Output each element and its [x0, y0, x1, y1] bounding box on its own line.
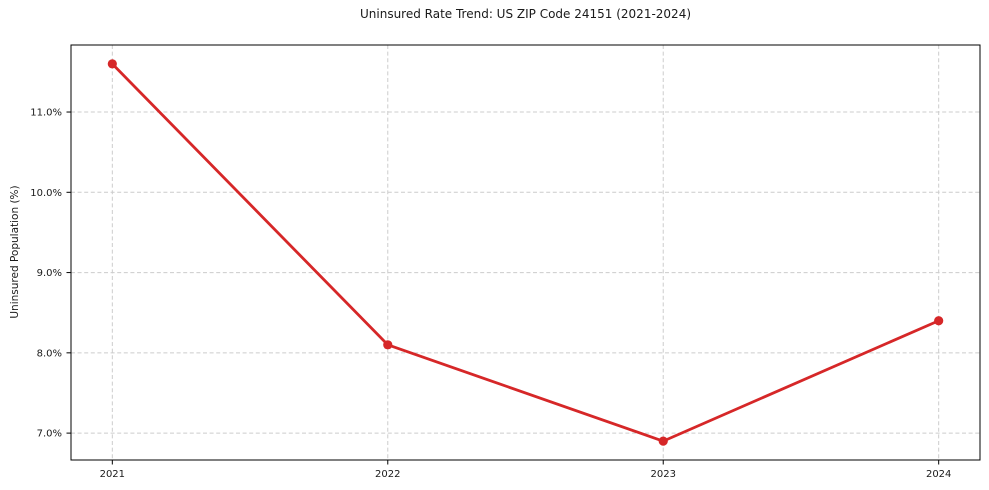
y-tick-label: 11.0%	[30, 108, 62, 119]
x-tick-label: 2024	[926, 469, 951, 480]
y-tick-label: 10.0%	[30, 188, 62, 199]
y-axis-label: Uninsured Population (%)	[9, 185, 21, 319]
data-point-marker	[107, 59, 117, 69]
chart-title: Uninsured Rate Trend: US ZIP Code 24151 …	[359, 7, 692, 21]
data-point-marker	[658, 436, 668, 446]
x-tick-label: 2021	[100, 469, 125, 480]
x-tick-label: 2022	[375, 469, 400, 480]
axes-spines	[70, 44, 981, 461]
data-point-marker	[934, 316, 944, 326]
y-tick-label: 8.0%	[37, 348, 62, 359]
data-point-marker	[383, 340, 393, 350]
trend-line	[111, 62, 940, 443]
y-tick-label: 7.0%	[37, 429, 62, 440]
y-tick-label: 9.0%	[37, 268, 62, 279]
x-tick-label: 2023	[651, 469, 676, 480]
